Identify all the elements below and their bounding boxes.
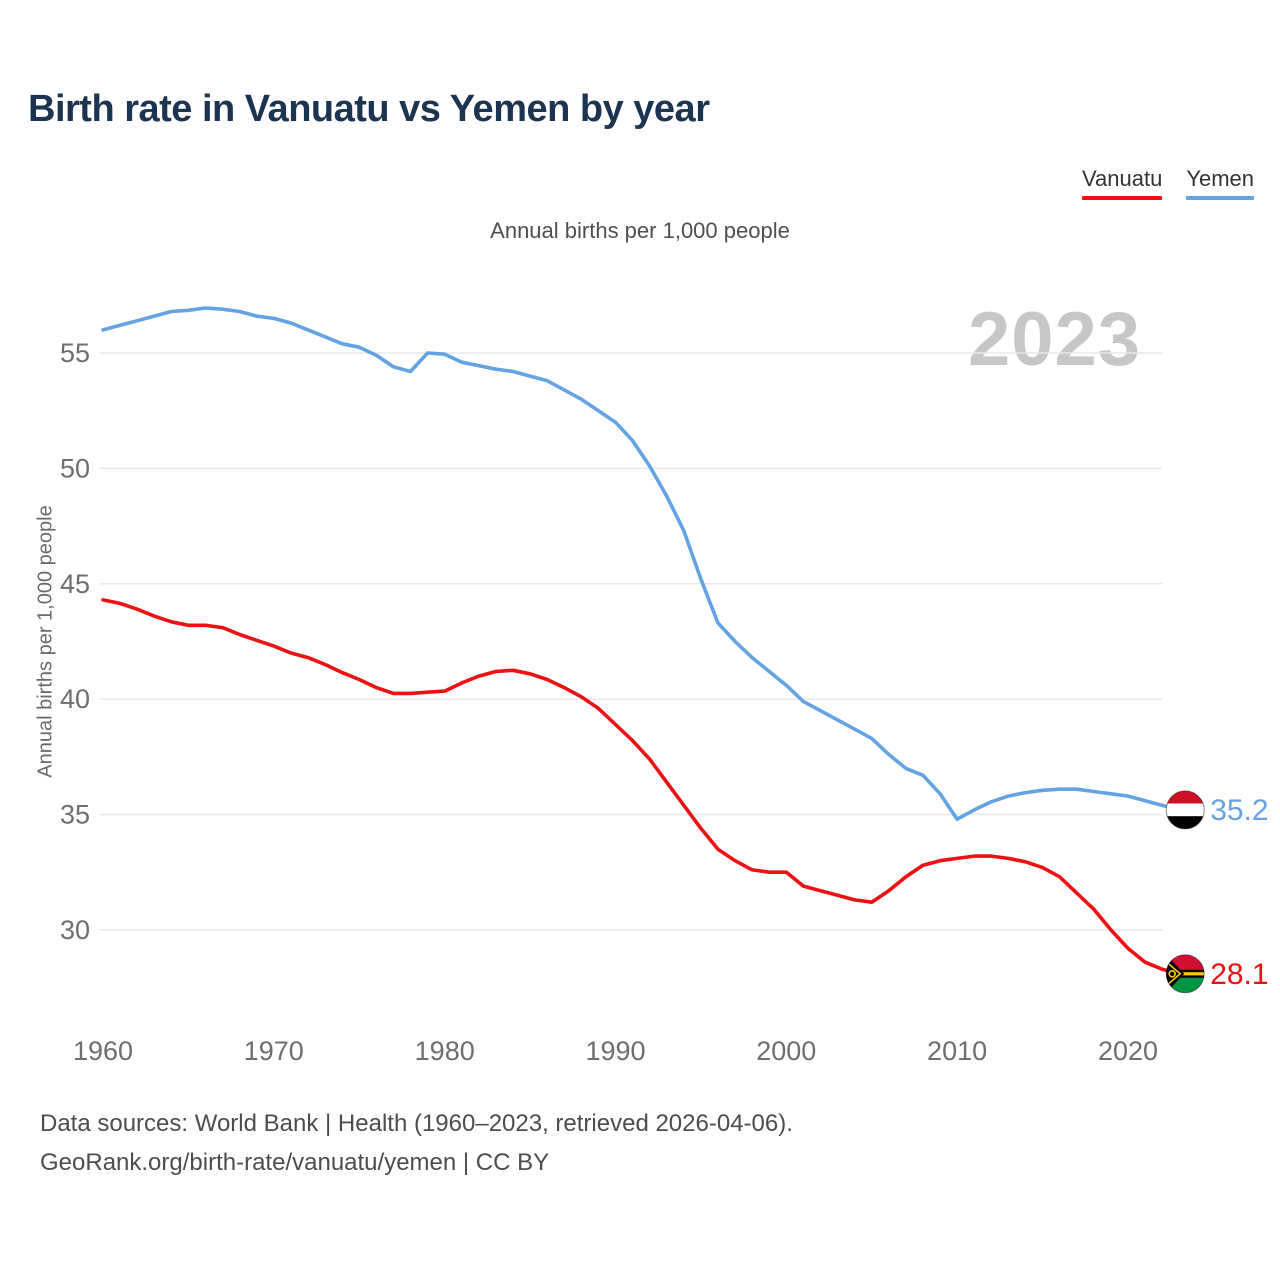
- year-watermark: 2023: [968, 297, 1142, 382]
- legend: Vanuatu Yemen: [1081, 166, 1254, 200]
- page-title: Birth rate in Vanuatu vs Yemen by year: [28, 88, 710, 130]
- legend-label-yemen: Yemen: [1186, 166, 1254, 191]
- y-tick-label: 55: [60, 338, 90, 368]
- legend-item-vanuatu[interactable]: Vanuatu: [1081, 166, 1163, 200]
- y-tick-label: 45: [60, 569, 90, 599]
- source-footer-line2: GeoRank.org/birth-rate/vanuatu/yemen | C…: [40, 1149, 550, 1176]
- chart-subtitle: Annual births per 1,000 people: [490, 218, 790, 243]
- source-footer: Data sources: World Bank | Health (1960–…: [40, 1104, 793, 1182]
- source-footer-line1: Data sources: World Bank | Health (1960–…: [40, 1110, 793, 1137]
- legend-swatch-yemen: [1186, 196, 1254, 200]
- x-tick-label: 2010: [927, 1036, 987, 1066]
- yemen-line: [101, 306, 1181, 822]
- yemen-end-label: 35.2: [1210, 794, 1268, 827]
- x-tick-label: 1980: [415, 1036, 475, 1066]
- y-tick-label: 50: [60, 453, 90, 483]
- legend-swatch-vanuatu: [1081, 196, 1163, 200]
- yemen-flag-icon: [1165, 790, 1205, 830]
- y-tick-label: 30: [60, 915, 90, 945]
- vanuatu-flag-icon: [1165, 954, 1205, 994]
- x-tick-label: 2000: [756, 1036, 816, 1066]
- x-tick-label: 2020: [1098, 1036, 1158, 1066]
- y-tick-label: 40: [60, 684, 90, 714]
- x-tick-label: 1970: [244, 1036, 304, 1066]
- legend-label-vanuatu: Vanuatu: [1081, 166, 1163, 191]
- vanuatu-end-label: 28.1: [1210, 958, 1268, 991]
- vanuatu-line: [101, 598, 1181, 976]
- x-tick-label: 1960: [73, 1036, 133, 1066]
- y-tick-label: 35: [60, 800, 90, 830]
- x-tick-label: 1990: [585, 1036, 645, 1066]
- legend-item-yemen[interactable]: Yemen: [1186, 166, 1254, 200]
